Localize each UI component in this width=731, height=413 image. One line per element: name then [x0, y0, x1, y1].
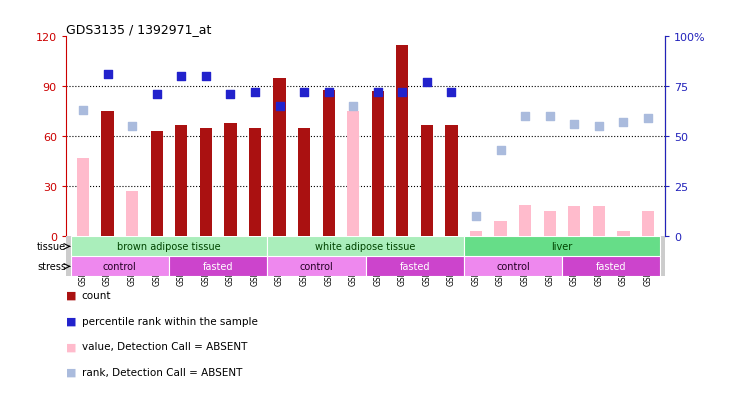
Bar [366, 257, 463, 277]
Bar [463, 257, 562, 277]
Text: liver: liver [551, 242, 572, 252]
Text: fasted: fasted [399, 262, 430, 272]
Bar [642, 212, 654, 237]
Text: percentile rank within the sample: percentile rank within the sample [82, 316, 258, 326]
Text: control: control [300, 262, 333, 272]
Bar [544, 212, 556, 237]
Point [323, 90, 335, 96]
Point [151, 92, 162, 98]
Bar [151, 132, 163, 237]
Bar [169, 257, 268, 277]
Text: control: control [103, 262, 137, 272]
Text: ■: ■ [66, 316, 76, 326]
Bar [200, 129, 212, 237]
Bar [249, 129, 261, 237]
Point [175, 74, 187, 81]
Text: white adipose tissue: white adipose tissue [315, 242, 416, 252]
Point [224, 92, 236, 98]
Bar [494, 222, 507, 237]
Bar [71, 257, 169, 277]
Text: GDS3135 / 1392971_at: GDS3135 / 1392971_at [66, 23, 211, 36]
Text: ■: ■ [66, 342, 76, 351]
Point [298, 90, 310, 96]
Point [372, 90, 384, 96]
Point [396, 90, 408, 96]
Point [544, 114, 556, 120]
Bar [445, 125, 458, 237]
Bar [421, 125, 433, 237]
Point [421, 80, 433, 86]
Text: stress: stress [37, 262, 67, 272]
Text: tissue: tissue [37, 242, 67, 252]
Bar [268, 237, 463, 257]
Bar [298, 129, 310, 237]
Bar [175, 125, 187, 237]
Text: control: control [496, 262, 530, 272]
Bar [77, 159, 89, 237]
Point [642, 116, 654, 122]
Text: ■: ■ [66, 367, 76, 377]
Point [102, 72, 113, 78]
Bar [593, 207, 605, 237]
Point [618, 120, 629, 126]
Bar [396, 45, 409, 237]
Point [249, 90, 261, 96]
Bar [224, 123, 237, 237]
Point [77, 108, 89, 114]
Text: value, Detection Call = ABSENT: value, Detection Call = ABSENT [82, 342, 247, 351]
Point [200, 74, 212, 81]
Point [273, 104, 285, 110]
Bar [463, 237, 660, 257]
Bar [470, 232, 482, 237]
Text: fasted: fasted [202, 262, 233, 272]
Bar [568, 207, 580, 237]
Text: brown adipose tissue: brown adipose tissue [117, 242, 221, 252]
Bar [102, 112, 114, 237]
Bar [71, 237, 268, 257]
Bar [617, 232, 629, 237]
Text: rank, Detection Call = ABSENT: rank, Detection Call = ABSENT [82, 367, 242, 377]
Bar [371, 92, 384, 237]
Bar [322, 90, 335, 237]
Bar [519, 205, 531, 237]
Point [519, 114, 531, 120]
Point [347, 104, 359, 110]
Bar [347, 112, 360, 237]
Bar [268, 257, 366, 277]
Text: fasted: fasted [596, 262, 626, 272]
Point [126, 124, 138, 131]
Point [569, 122, 580, 128]
Point [495, 148, 507, 154]
Point [446, 90, 458, 96]
Text: ■: ■ [66, 290, 76, 300]
Point [593, 124, 605, 131]
Bar [273, 79, 286, 237]
Text: count: count [82, 290, 111, 300]
Bar [126, 192, 138, 237]
Bar [562, 257, 660, 277]
Point [470, 214, 482, 220]
